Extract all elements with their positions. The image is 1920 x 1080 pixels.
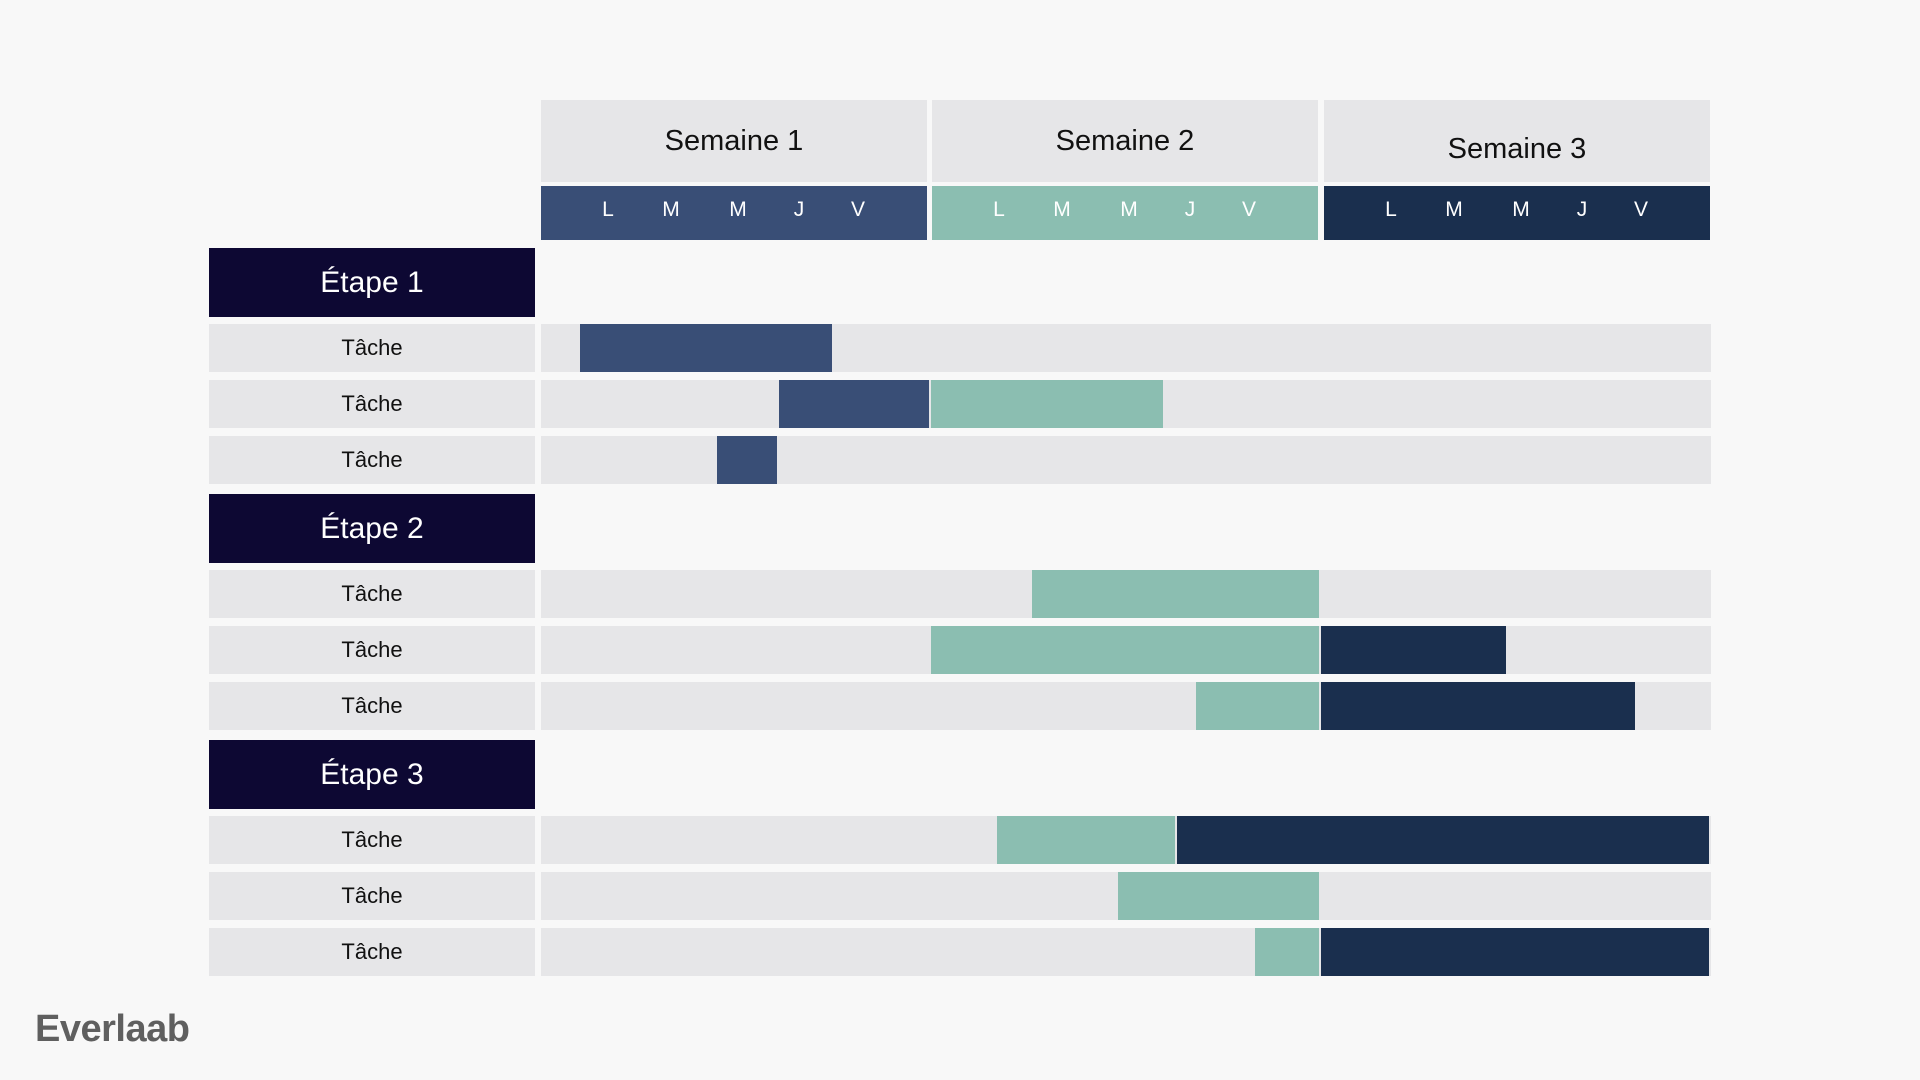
task-label: Tâche: [209, 570, 535, 618]
week-label: Semaine 2: [1055, 124, 1195, 157]
task-label: Tâche: [209, 816, 535, 864]
task-bar-week-3: [1176, 816, 1709, 864]
day-label: L: [602, 198, 614, 221]
task-label: Tâche: [209, 928, 535, 976]
day-label: V: [1633, 198, 1649, 221]
week-label: Semaine 3: [1447, 132, 1587, 165]
task-bar-week-3: [1321, 682, 1635, 730]
task-bar-week-2: [1118, 872, 1319, 920]
stage-label-2: Étape 2: [209, 494, 535, 563]
task-track: [541, 682, 1711, 730]
task-label: Tâche: [209, 626, 535, 674]
week-label: Semaine 1: [664, 124, 804, 157]
day-label: M: [662, 198, 680, 221]
stage-label-3: Étape 3: [209, 740, 535, 809]
task-label: Tâche: [209, 380, 535, 428]
task-track: [541, 436, 1711, 484]
task-label: Tâche: [209, 324, 535, 372]
day-label: V: [1241, 198, 1257, 221]
day-label: J: [793, 198, 805, 221]
stage-label-1: Étape 1: [209, 248, 535, 317]
week-header-1: Semaine 1: [541, 100, 927, 182]
task-label: Tâche: [209, 436, 535, 484]
day-label: M: [1512, 198, 1530, 221]
task-bar-week-1: [778, 380, 929, 428]
task-bar-week-1: [716, 436, 777, 484]
task-bar-week-2: [1032, 570, 1319, 618]
day-label: J: [1576, 198, 1588, 221]
task-bar-week-1: [580, 324, 832, 372]
everlaab-logo: Everlaab: [35, 1008, 190, 1050]
day-label: M: [729, 198, 747, 221]
week-header-2: Semaine 2: [932, 100, 1318, 182]
day-label: M: [1053, 198, 1071, 221]
task-track: [541, 380, 1711, 428]
task-track: [541, 626, 1711, 674]
task-bar-week-2: [997, 816, 1175, 864]
task-label: Tâche: [209, 872, 535, 920]
task-track: [541, 928, 1711, 976]
task-track: [541, 872, 1711, 920]
day-label: L: [1385, 198, 1397, 221]
week-header-3: Semaine 3: [1324, 100, 1710, 182]
day-label: V: [850, 198, 866, 221]
task-bar-week-3: [1321, 626, 1507, 674]
day-label: L: [993, 198, 1005, 221]
task-bar-week-3: [1321, 928, 1709, 976]
task-bar-week-2: [931, 626, 1319, 674]
day-label: J: [1184, 198, 1196, 221]
task-bar-week-2: [1254, 928, 1319, 976]
day-label: M: [1445, 198, 1463, 221]
day-label: M: [1120, 198, 1138, 221]
task-bar-week-2: [1196, 682, 1319, 730]
task-bar-week-2: [931, 380, 1163, 428]
task-track: [541, 570, 1711, 618]
task-track: [541, 324, 1711, 372]
task-track: [541, 816, 1711, 864]
task-label: Tâche: [209, 682, 535, 730]
